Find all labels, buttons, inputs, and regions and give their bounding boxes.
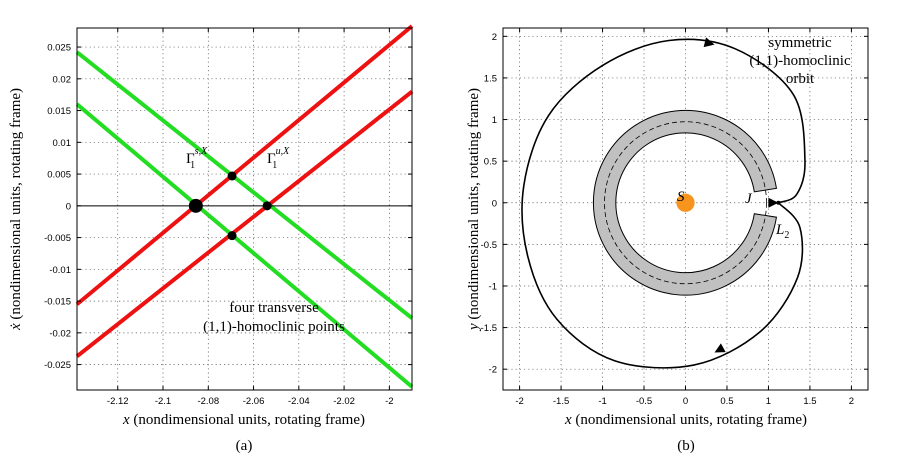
panel-a-frame [76, 27, 413, 391]
manifold-line-3 [75, 24, 414, 306]
annulus-midline [604, 121, 767, 285]
x-tick-label: -1.5 [553, 396, 569, 407]
x-tick-label: -2.12 [107, 396, 129, 407]
y-tick-label: 0.01 [53, 138, 72, 149]
panel-b-yticks: -2 -1.5 -1 -0.5 0 0.5 1 1.5 2 [481, 32, 868, 376]
y-tick-label: -0.005 [44, 233, 71, 244]
panel-a-ylabel: ẋ (nondimensional units, rotating frame) [8, 88, 24, 331]
gamma-s-label: Γs,X 1 [186, 146, 208, 171]
y-tick-label: -1 [489, 281, 497, 292]
orbit-label-line3: orbit [786, 71, 815, 87]
y-tick-label: 0.5 [484, 157, 497, 168]
manifold-line-4 [75, 89, 414, 358]
x-tick-label: 0 [683, 396, 688, 407]
y-tick-label: 0 [66, 201, 71, 212]
y-tick-label: 1.5 [484, 73, 497, 84]
panel-b-xticks: -2 -1.5 -1 -0.5 0 0.5 1 1.5 2 [515, 28, 854, 407]
panel-a: -2.12 -2.1 -2.08 -2.06 -2.04 -2.02 -2 -0.025-0… [8, 24, 414, 454]
L2-label: L2 [775, 222, 789, 241]
y-tick-label: -0.5 [481, 240, 497, 251]
orbit-arrow-upper [703, 37, 715, 48]
y-tick-label: 0 [492, 198, 497, 209]
panel-b-ylabel: y (nondimensional units, rotating frame) [466, 88, 482, 332]
panel-b-xlabel: x (nondimensional units, rotating frame) [564, 412, 807, 428]
manifold-line-2 [75, 102, 414, 389]
panel-a-caption: (a) [236, 438, 253, 454]
x-tick-label: 2 [849, 396, 854, 407]
panel-a-xticks: -2.12 -2.1 -2.08 -2.06 -2.04 -2.02 -2 [107, 28, 394, 407]
x-tick-label: -1 [598, 396, 606, 407]
y-tick-label: 0.025 [47, 43, 71, 54]
orbit-arrow-L2 [768, 197, 779, 208]
y-tick-label: 0.02 [53, 74, 72, 85]
y-tick-label: 1 [492, 115, 497, 126]
homoclinic-points-label-line1: four transverse [229, 300, 319, 316]
orbit-label-line2: (1,1)-homoclinic [749, 53, 851, 69]
x-tick-label: 1 [766, 396, 771, 407]
x-tick-label: 1.5 [803, 396, 816, 407]
J-label: J [745, 191, 753, 207]
sun-label: S [677, 189, 685, 205]
x-tick-label: -2.06 [243, 396, 265, 407]
y-tick-label: -0.025 [44, 360, 71, 371]
homoclinic-orbit [521, 38, 806, 369]
y-tick-label: -2 [489, 365, 497, 376]
x-tick-label: -2.02 [333, 396, 355, 407]
x-tick-label: 0.5 [720, 396, 733, 407]
orbit-label-line1: symmetric [768, 35, 832, 51]
L2-point [776, 200, 781, 205]
panel-b-caption: (b) [677, 438, 695, 454]
x-tick-label: -2.08 [197, 396, 219, 407]
panel-a-series [75, 24, 414, 389]
y-tick-label: -0.02 [49, 328, 71, 339]
annulus-region [593, 109, 778, 296]
y-tick-label: -1.5 [481, 323, 497, 334]
homoclinic-point [227, 231, 237, 241]
x-tick-label: -2 [515, 396, 523, 407]
panel-a-yticks: -0.025 -0.02 -0.015 -0.01 -0.005 0 0.005 0.01 0.… [44, 43, 412, 371]
panel-a-xlabel: x (nondimensional units, rotating frame) [122, 412, 365, 428]
x-tick-label: -2 [385, 396, 393, 407]
y-tick-label: 2 [492, 32, 497, 43]
sun-marker [676, 193, 695, 212]
gamma-u-label: Γu,X 1 [267, 146, 290, 171]
panel-a-points [188, 171, 272, 241]
x-tick-label: -0.5 [636, 396, 652, 407]
y-tick-label: -0.01 [49, 265, 71, 276]
y-tick-label: 0.015 [47, 106, 71, 117]
homoclinic-point [227, 171, 237, 181]
panel-b: -2 -1.5 -1 -0.5 0 0.5 1 1.5 2 -2 -1.5 -1 -0.5 0 0.5 1 1… [466, 27, 869, 454]
orbit-arrow-lower [714, 343, 726, 353]
y-tick-label: 0.005 [47, 170, 71, 181]
x-tick-label: -2.1 [155, 396, 171, 407]
x-tick-label: -2.04 [288, 396, 310, 407]
homoclinic-point [262, 201, 272, 211]
y-tick-label: -0.015 [44, 297, 71, 308]
homoclinic-point [188, 198, 203, 213]
homoclinic-points-label-line2: (1,1)-homoclinic points [203, 319, 345, 335]
manifold-line-1 [75, 50, 414, 320]
panel-a-grid [77, 28, 412, 390]
